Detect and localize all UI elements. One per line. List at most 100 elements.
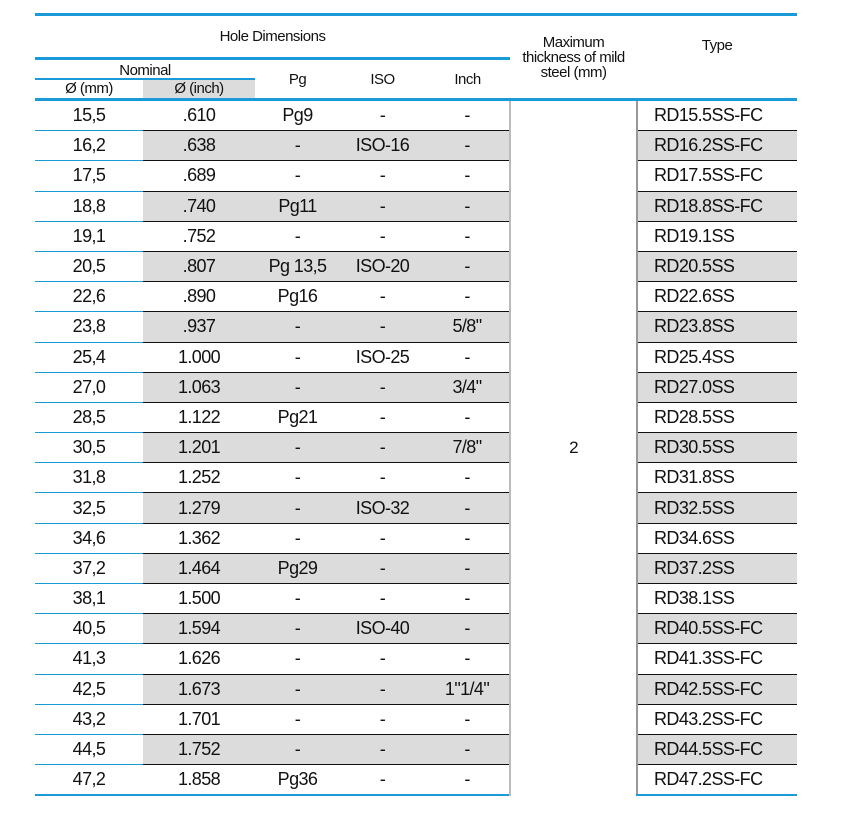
type-cell: RD27.0SS <box>636 372 798 403</box>
iso-cell: - <box>340 643 425 675</box>
diameter-inch-cell: 1.000 <box>143 342 255 373</box>
inch-size-cell: - <box>425 99 511 132</box>
pg-cell: - <box>255 674 340 705</box>
inch-size-cell: - <box>425 492 511 524</box>
inch-size-cell: - <box>425 583 511 615</box>
iso-cell: ISO-32 <box>340 492 425 524</box>
hole-dimensions-table-container: Hole Dimensions Maximum thickness of mil… <box>35 13 798 797</box>
diameter-mm-cell: 47,2 <box>35 764 143 797</box>
type-cell: RD22.6SS <box>636 281 798 313</box>
pg-cell: - <box>255 311 340 343</box>
diameter-mm-cell: 38,1 <box>35 583 143 615</box>
inch-size-cell: - <box>425 764 511 797</box>
inch-size-cell: - <box>425 281 511 313</box>
type-cell: RD40.5SS-FC <box>636 613 798 645</box>
type-cell: RD34.6SS <box>636 523 798 554</box>
iso-cell: - <box>340 674 425 705</box>
table-row: 19,1.752- - - RD19.1SS <box>35 221 798 252</box>
pg-cell: - <box>255 492 340 524</box>
type-cell: RD43.2SS-FC <box>636 704 798 735</box>
iso-cell: - <box>340 372 425 403</box>
diameter-mm-cell: 31,8 <box>35 462 143 494</box>
table-row: 42,5 1.673- -1"1/4" RD42.5SS-FC <box>35 674 798 705</box>
diameter-mm-cell: 37,2 <box>35 553 143 585</box>
pg-cell: - <box>255 372 340 403</box>
diameter-inch-cell: .638 <box>143 130 255 162</box>
pg-cell: - <box>255 643 340 675</box>
pg-cell: - <box>255 613 340 645</box>
diameter-mm-cell: 25,4 <box>35 342 143 373</box>
diameter-mm-cell: 27,0 <box>35 372 143 403</box>
inch-size-cell: - <box>425 251 511 283</box>
table-row: 32,5 1.279- ISO-32- RD32.5SS <box>35 492 798 524</box>
iso-cell: - <box>340 311 425 343</box>
iso-cell: - <box>340 734 425 766</box>
iso-cell: - <box>340 553 425 585</box>
type-cell: RD19.1SS <box>636 221 798 252</box>
iso-header: ISO <box>340 58 425 101</box>
diameter-mm-cell: 32,5 <box>35 492 143 524</box>
table-row: 41,3 1.626- - - RD41.3SS-FC <box>35 643 798 675</box>
table-row: 22,6.890 Pg16- - RD22.6SS <box>35 281 798 313</box>
inch-size-cell: - <box>425 191 511 222</box>
diameter-inch-cell: 1.063 <box>143 372 255 403</box>
iso-cell: ISO-16 <box>340 130 425 162</box>
inch-size-cell: - <box>425 553 511 585</box>
iso-cell: - <box>340 523 425 554</box>
pg-header: Pg <box>255 58 340 101</box>
pg-cell: - <box>255 583 340 615</box>
iso-cell: - <box>340 99 425 132</box>
inch-size-cell: - <box>425 704 511 735</box>
inch-size-cell: - <box>425 221 511 252</box>
table-row: 37,2 1.464 Pg29- - RD37.2SS <box>35 553 798 585</box>
type-cell: RD25.4SS <box>636 342 798 373</box>
diameter-mm-cell: 30,5 <box>35 432 143 464</box>
diameter-inch-cell: .890 <box>143 281 255 313</box>
inch-diameter-header: Ø (inch) <box>143 78 255 101</box>
diameter-inch-cell: .752 <box>143 221 255 252</box>
inch-size-cell: 3/4" <box>425 372 511 403</box>
table-row: 40,5 1.594- ISO-40- RD40.5SS-FC <box>35 613 798 645</box>
diameter-inch-cell: 1.500 <box>143 583 255 615</box>
table-row: 34,6 1.362- - - RD34.6SS <box>35 523 798 554</box>
inch-size-cell: - <box>425 342 511 373</box>
inch-size-cell: 1"1/4" <box>425 674 511 705</box>
inch-size-cell: - <box>425 613 511 645</box>
diameter-mm-cell: 19,1 <box>35 221 143 252</box>
diameter-mm-cell: 17,5 <box>35 160 143 192</box>
type-cell: RD37.2SS <box>636 553 798 585</box>
diameter-mm-cell: 16,2 <box>35 130 143 162</box>
diameter-mm-cell: 23,8 <box>35 311 143 343</box>
diameter-inch-cell: .689 <box>143 160 255 192</box>
inch-size-cell: - <box>425 462 511 494</box>
type-cell: RD16.2SS-FC <box>636 130 798 162</box>
diameter-inch-cell: .610 <box>143 99 255 132</box>
type-cell: RD23.8SS <box>636 311 798 343</box>
iso-cell: - <box>340 221 425 252</box>
diameter-inch-cell: .937 <box>143 311 255 343</box>
table-row: 23,8.937- -5/8" RD23.8SS <box>35 311 798 343</box>
diameter-inch-cell: 1.362 <box>143 523 255 554</box>
inch-size-cell: - <box>425 402 511 434</box>
inch-size-cell: - <box>425 734 511 766</box>
type-cell: RD42.5SS-FC <box>636 674 798 705</box>
diameter-inch-cell: 1.858 <box>143 764 255 797</box>
inch-size-cell: - <box>425 523 511 554</box>
diameter-inch-cell: 1.464 <box>143 553 255 585</box>
nominal-header: Nominal <box>35 58 255 80</box>
pg-cell: Pg11 <box>255 191 340 222</box>
diameter-inch-cell: .807 <box>143 251 255 283</box>
pg-cell: - <box>255 221 340 252</box>
table-row: 30,5 1.201- -7/8" RD30.5SS <box>35 432 798 464</box>
iso-cell: - <box>340 281 425 313</box>
table-row: 15,5.610 Pg9- -2 RD15.5SS-FC <box>35 99 798 796</box>
inch-size-cell: - <box>425 130 511 162</box>
thickness-header: Maximum thickness of mild steel (mm) <box>510 13 638 101</box>
thickness-cell: 2 <box>509 99 638 796</box>
type-cell: RD18.8SS-FC <box>636 191 798 222</box>
type-cell: RD44.5SS-FC <box>636 734 798 766</box>
diameter-inch-cell: 1.279 <box>143 492 255 524</box>
table-row: 47,2 1.858 Pg36- - RD47.2SS-FC <box>35 764 798 797</box>
diameter-inch-cell: 1.752 <box>143 734 255 766</box>
table-row: 38,1 1.500- - - RD38.1SS <box>35 583 798 615</box>
